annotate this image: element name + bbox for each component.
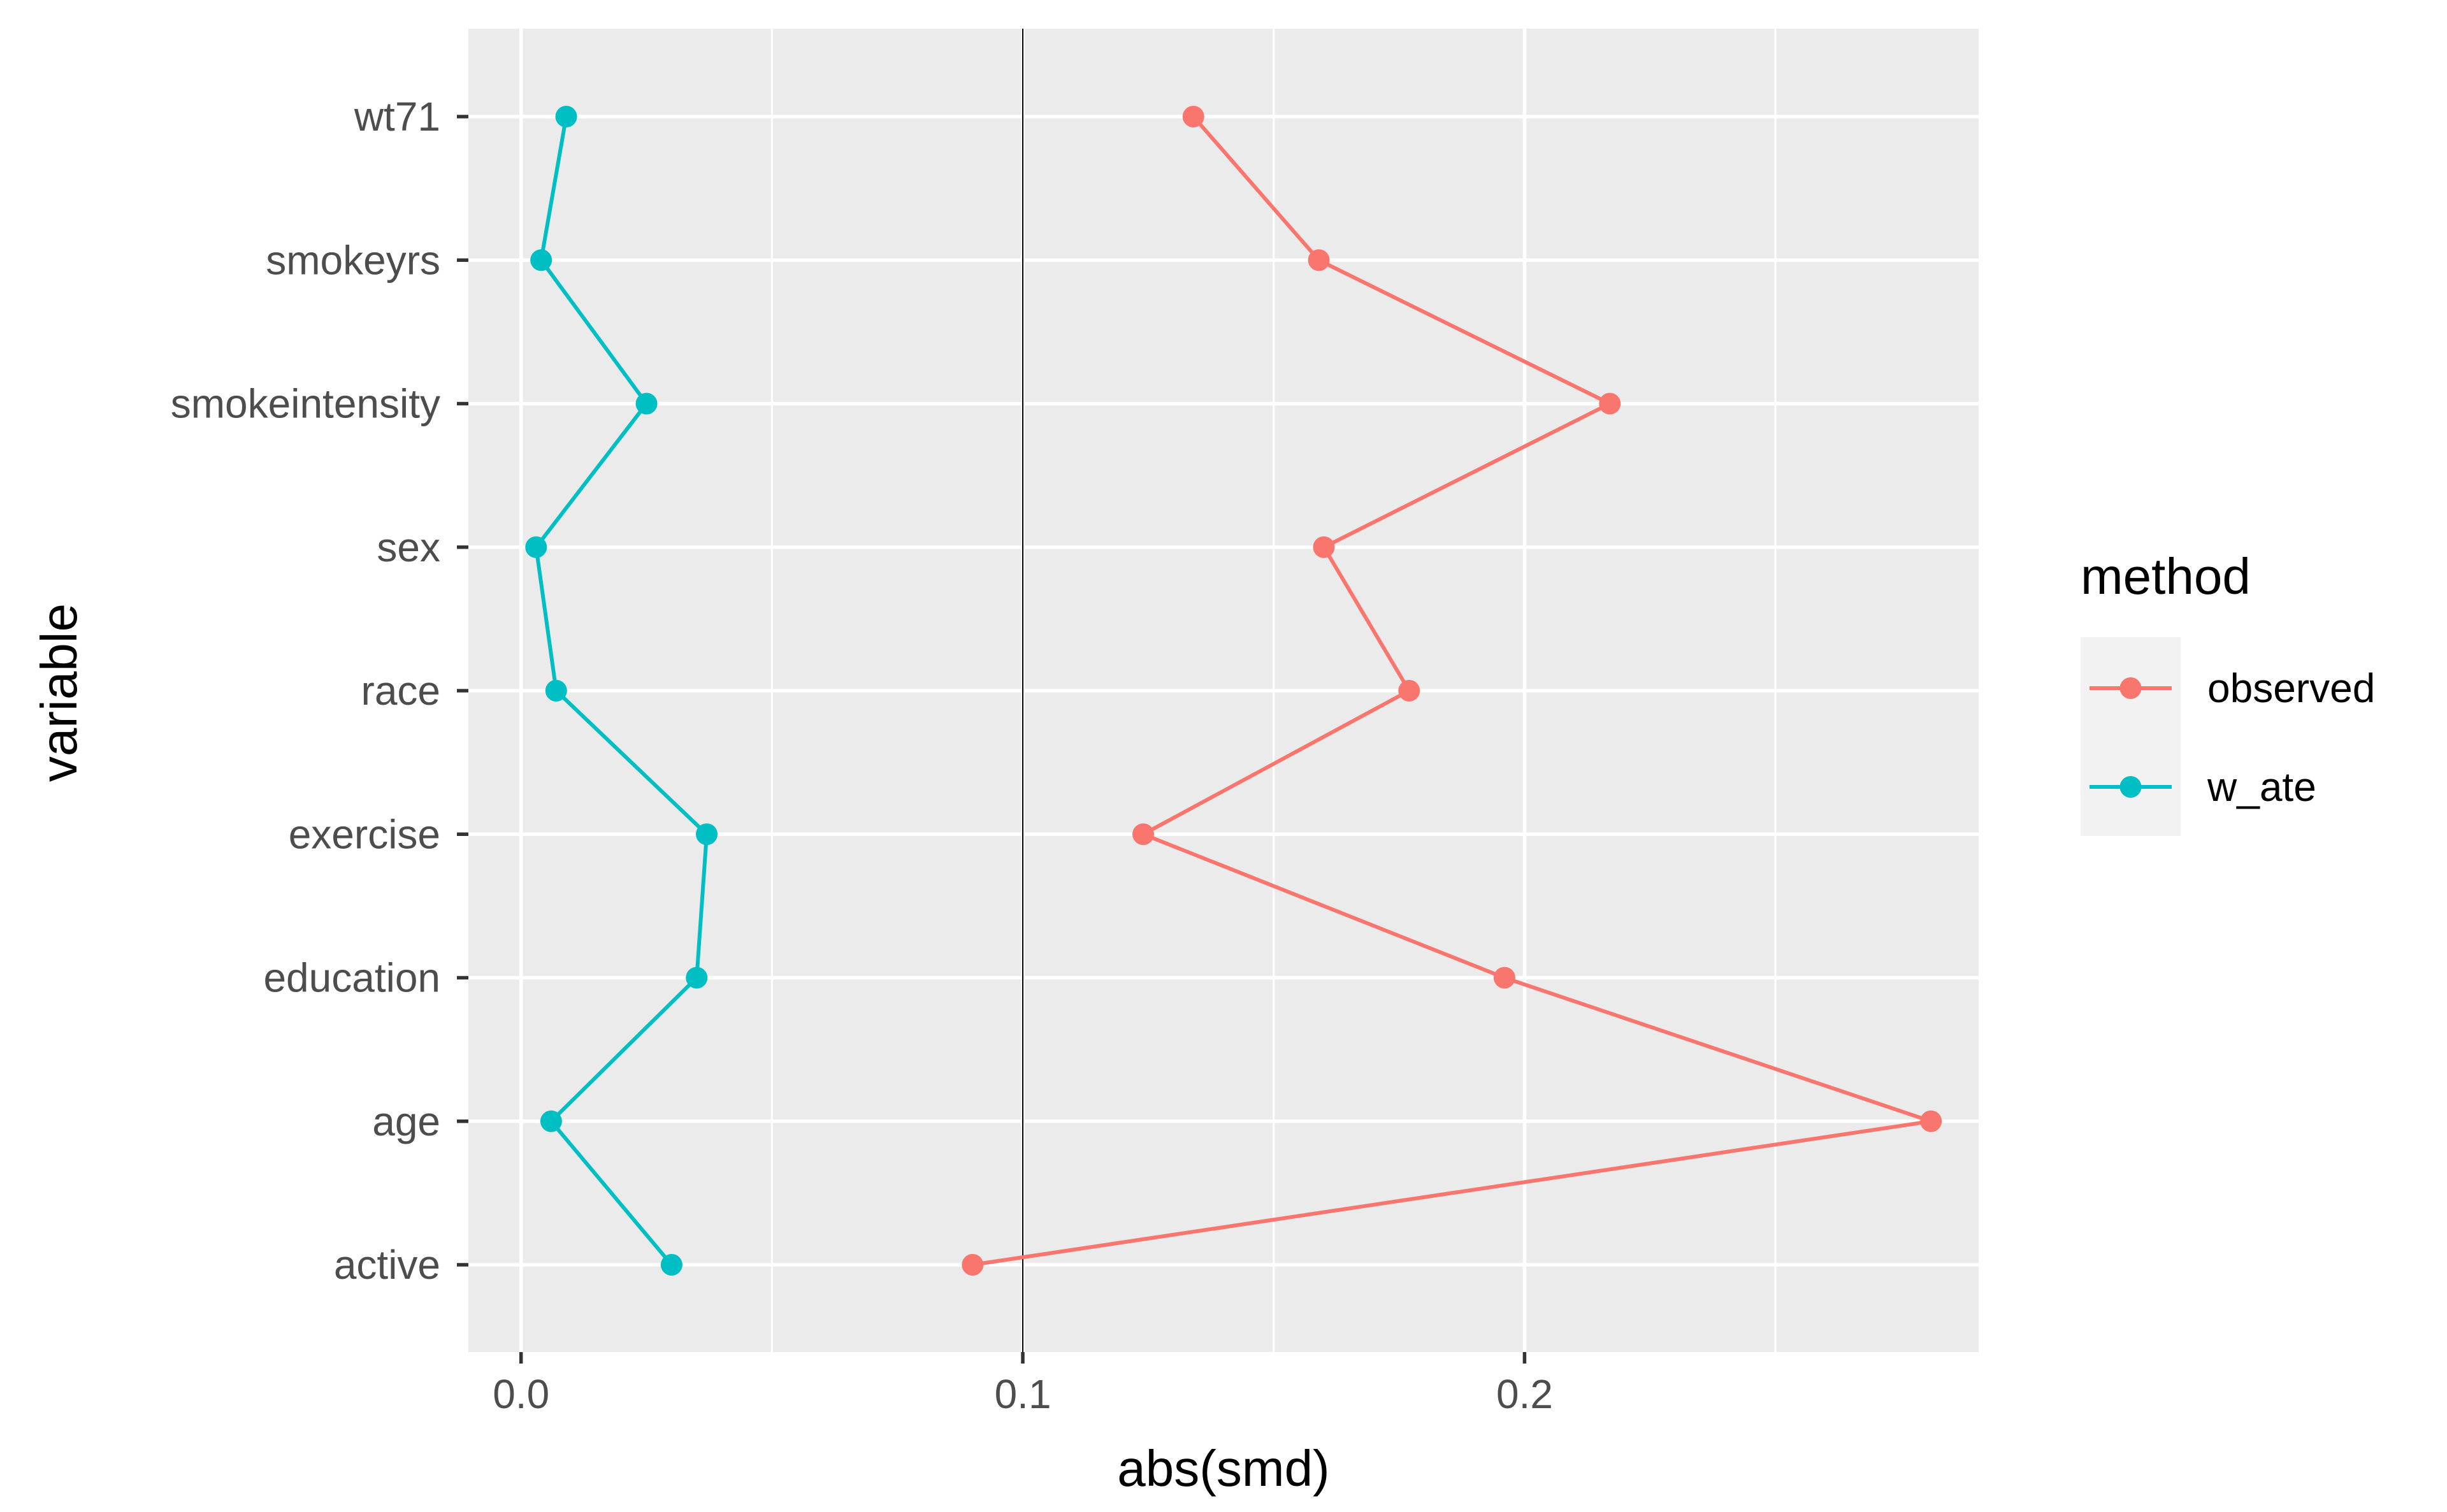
point-w-ate-wt71 — [555, 106, 577, 127]
y-tick-label: smokeyrs — [266, 237, 440, 283]
point-observed-smokeintensity — [1599, 392, 1621, 415]
legend-key-point-w-ate — [2119, 776, 2142, 798]
y-axis-title: variable — [31, 603, 87, 782]
legend-label-observed: observed — [2207, 665, 2375, 711]
legend: method observed w_ate — [2081, 548, 2375, 836]
point-observed-age — [1920, 1110, 1942, 1132]
point-w-ate-race — [545, 680, 567, 702]
legend-key-point-observed — [2119, 677, 2142, 699]
point-observed-exercise — [1132, 823, 1155, 846]
point-observed-wt71 — [1182, 106, 1204, 127]
legend-title: method — [2081, 548, 2251, 605]
x-axis-title: abs(smd) — [1117, 1440, 1329, 1497]
x-tick-label: 0.1 — [995, 1371, 1051, 1417]
point-observed-sex — [1313, 536, 1335, 558]
point-w-ate-smokeyrs — [530, 249, 552, 271]
point-w-ate-exercise — [696, 823, 718, 846]
legend-label-w-ate: w_ate — [2207, 764, 2316, 810]
y-tick-label: sex — [377, 524, 440, 570]
point-observed-race — [1398, 680, 1420, 702]
y-tick-label: education — [263, 955, 440, 1001]
point-w-ate-active — [660, 1254, 682, 1276]
x-axis: 0.0 0.1 0.2 — [493, 1352, 1553, 1417]
legend-items: observed w_ate — [2090, 665, 2375, 810]
y-tick-label: age — [372, 1098, 440, 1144]
x-tick-label: 0.0 — [493, 1371, 549, 1417]
y-tick-label: smokeintensity — [171, 381, 440, 427]
point-w-ate-age — [540, 1110, 562, 1132]
point-w-ate-smokeintensity — [635, 392, 658, 415]
y-axis: active age education exercise race sex smokein… — [171, 94, 468, 1288]
point-w-ate-sex — [525, 536, 547, 558]
x-tick-label: 0.2 — [1496, 1371, 1553, 1417]
y-tick-label: wt71 — [354, 94, 440, 140]
point-observed-active — [962, 1254, 984, 1276]
point-w-ate-education — [686, 967, 708, 989]
point-observed-education — [1493, 967, 1515, 989]
series-layer — [525, 106, 1942, 1276]
point-observed-smokeyrs — [1308, 249, 1330, 271]
y-tick-label: exercise — [289, 811, 440, 857]
legend-key-background — [2081, 637, 2181, 836]
y-tick-label: active — [334, 1242, 440, 1288]
y-tick-label: race — [361, 668, 441, 714]
major-gridlines — [468, 29, 1979, 1352]
